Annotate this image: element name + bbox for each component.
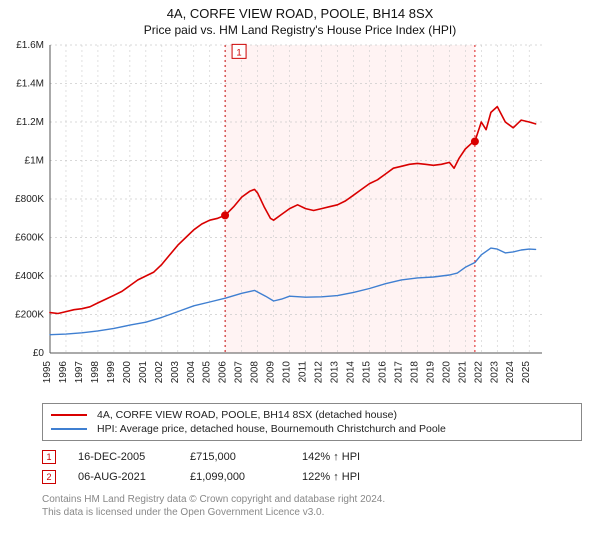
y-tick-label: £0 [33,348,45,359]
sale-price: £715,000 [190,451,280,463]
y-tick-label: £1.4M [16,79,44,90]
x-tick-label: 2012 [314,361,325,384]
chart-container: 4A, CORFE VIEW ROAD, POOLE, BH14 8SX Pri… [0,0,600,560]
legend-item: 4A, CORFE VIEW ROAD, POOLE, BH14 8SX (de… [51,408,573,422]
x-tick-label: 2023 [489,361,500,384]
sale-number-box: 2 [42,470,56,484]
x-tick-label: 2007 [234,361,245,384]
y-tick-label: £1.2M [16,117,44,128]
x-tick-label: 2002 [154,361,165,384]
footnote-line: Contains HM Land Registry data © Crown c… [42,493,582,506]
shade-band [225,45,475,353]
x-tick-label: 2014 [346,361,357,384]
x-tick-label: 1997 [74,361,85,384]
title-sub: Price paid vs. HM Land Registry's House … [10,23,590,37]
x-tick-label: 2025 [521,361,532,384]
x-tick-label: 2024 [505,361,516,384]
sale-date: 16-DEC-2005 [78,451,168,463]
legend-label: 4A, CORFE VIEW ROAD, POOLE, BH14 8SX (de… [97,409,397,421]
footnote-line: This data is licensed under the Open Gov… [42,506,582,519]
x-tick-label: 2006 [218,361,229,384]
y-tick-label: £200K [15,310,44,321]
x-tick-label: 2003 [170,361,181,384]
legend-label: HPI: Average price, detached house, Bour… [97,423,446,435]
x-tick-label: 2015 [361,361,372,384]
x-tick-label: 1998 [90,361,101,384]
chart-svg: £0 £200K £400K £600K £800K £1M £1.2M £1.4M £1.6M… [0,39,560,399]
y-tick-label: £1M [25,156,44,167]
x-tick-label: 2021 [457,361,468,384]
sale-pct: 142% ↑ HPI [302,451,392,463]
x-tick-label: 2001 [138,361,149,384]
sale-date: 06-AUG-2021 [78,471,168,483]
sale-number-box: 1 [42,450,56,464]
sale-marker-dot [221,211,229,219]
sales-row: 2 06-AUG-2021 £1,099,000 122% ↑ HPI [42,467,582,487]
x-tick-label: 2005 [202,361,213,384]
x-tick-label: 2013 [330,361,341,384]
footnote: Contains HM Land Registry data © Crown c… [42,493,582,519]
x-tick-label: 2004 [186,361,197,384]
legend-swatch [51,428,87,430]
legend-item: HPI: Average price, detached house, Bour… [51,422,573,436]
legend-swatch [51,414,87,416]
x-tick-label: 1999 [106,361,117,384]
x-tick-label: 2000 [122,361,133,384]
sale-pct: 122% ↑ HPI [302,471,392,483]
sale-marker-number: 1 [236,47,241,58]
x-tick-label: 2020 [441,361,452,384]
y-tick-label: £600K [15,233,44,244]
sales-table: 1 16-DEC-2005 £715,000 142% ↑ HPI 2 06-AUG-20… [42,447,582,487]
x-tick-label: 2008 [250,361,261,384]
x-tick-label: 1996 [58,361,69,384]
x-tick-label: 1995 [42,361,53,384]
x-tick-label: 2019 [425,361,436,384]
legend: 4A, CORFE VIEW ROAD, POOLE, BH14 8SX (de… [42,403,582,441]
x-tick-label: 2010 [282,361,293,384]
x-tick-label: 2016 [377,361,388,384]
chart-area: £0 £200K £400K £600K £800K £1M £1.2M £1.4M £1.6M… [0,39,600,399]
x-tick-label: 2009 [266,361,277,384]
title-block: 4A, CORFE VIEW ROAD, POOLE, BH14 8SX Pri… [0,0,600,39]
sale-price: £1,099,000 [190,471,280,483]
y-tick-label: £1.6M [16,40,44,51]
y-tick-label: £400K [15,271,44,282]
x-tick-label: 2011 [298,361,309,383]
sales-row: 1 16-DEC-2005 £715,000 142% ↑ HPI [42,447,582,467]
x-tick-label: 2018 [409,361,420,384]
sale-marker-dot [471,137,479,145]
x-tick-label: 2022 [473,361,484,384]
x-tick-label: 2017 [393,361,404,384]
title-main: 4A, CORFE VIEW ROAD, POOLE, BH14 8SX [10,6,590,21]
y-tick-label: £800K [15,194,44,205]
